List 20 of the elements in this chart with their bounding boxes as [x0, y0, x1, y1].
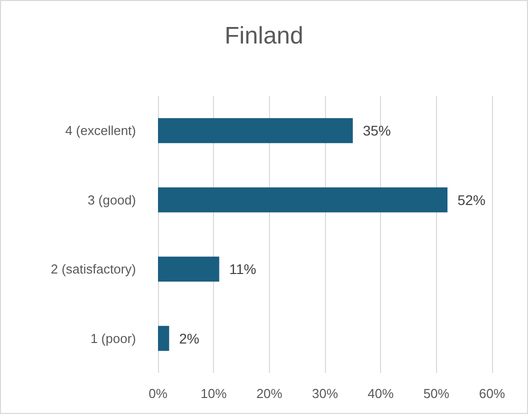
x-tick-label: 10% — [200, 386, 228, 401]
x-tick-label: 40% — [368, 386, 394, 401]
y-tick-label: 3 (good) — [88, 192, 136, 208]
chart-title: Finland — [224, 22, 304, 50]
bar — [158, 118, 353, 144]
bar — [158, 326, 170, 351]
data-label: 11% — [229, 261, 256, 278]
x-tick-label: 30% — [312, 386, 338, 401]
bar — [158, 187, 448, 212]
x-tick-label: 20% — [256, 386, 283, 401]
y-tick-label: 4 (excellent) — [65, 123, 136, 138]
x-tick-label: 50% — [423, 386, 450, 401]
data-label: 52% — [457, 192, 486, 208]
data-label: 2% — [179, 330, 200, 346]
x-tick-label: 60% — [478, 386, 506, 401]
x-tick-label: 0% — [148, 386, 168, 401]
data-label: 35% — [362, 122, 391, 139]
y-tick-label: 2 (satisfactory) — [50, 262, 136, 277]
y-tick-label: 1 (poor) — [90, 330, 136, 346]
bar — [158, 256, 220, 282]
